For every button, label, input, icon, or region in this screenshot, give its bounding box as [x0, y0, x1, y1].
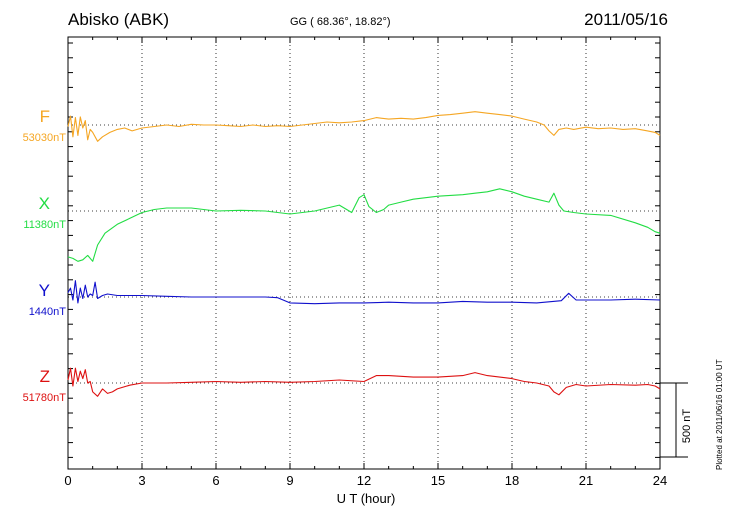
- series-line-f: [67, 111, 661, 142]
- series-line-z: [67, 367, 661, 397]
- series-line-y: [67, 280, 661, 305]
- series-baseline-x: 11380nT: [23, 219, 66, 231]
- station-title: Abisko (ABK): [68, 10, 170, 29]
- series-line-x: [67, 188, 661, 262]
- series-label-x: X: [38, 194, 50, 213]
- series-baseline-z: 51780nT: [22, 392, 66, 404]
- x-tick-label-18: 18: [505, 473, 519, 488]
- x-tick-label-24: 24: [653, 473, 667, 488]
- series-label-z: Z: [39, 367, 50, 386]
- series-baseline-y: 1440nT: [28, 306, 66, 318]
- date-label: 2011/05/16: [584, 10, 668, 29]
- x-tick-label-9: 9: [286, 473, 293, 488]
- series-label-f: F: [39, 107, 50, 126]
- series-label-y: Y: [38, 281, 50, 300]
- x-tick-label-15: 15: [431, 473, 445, 488]
- x-axis-label: U T (hour): [337, 491, 396, 506]
- x-tick-label-21: 21: [579, 473, 593, 488]
- x-tick-label-6: 6: [212, 473, 219, 488]
- x-tick-label-12: 12: [357, 473, 371, 488]
- scale-bar-label: 500 nT: [681, 409, 693, 444]
- x-tick-label-3: 3: [138, 473, 145, 488]
- series-baseline-f: 53030nT: [22, 132, 66, 144]
- geographic-coordinates: GG ( 68.36°, 18.82°): [290, 16, 391, 28]
- x-tick-label-0: 0: [64, 473, 71, 488]
